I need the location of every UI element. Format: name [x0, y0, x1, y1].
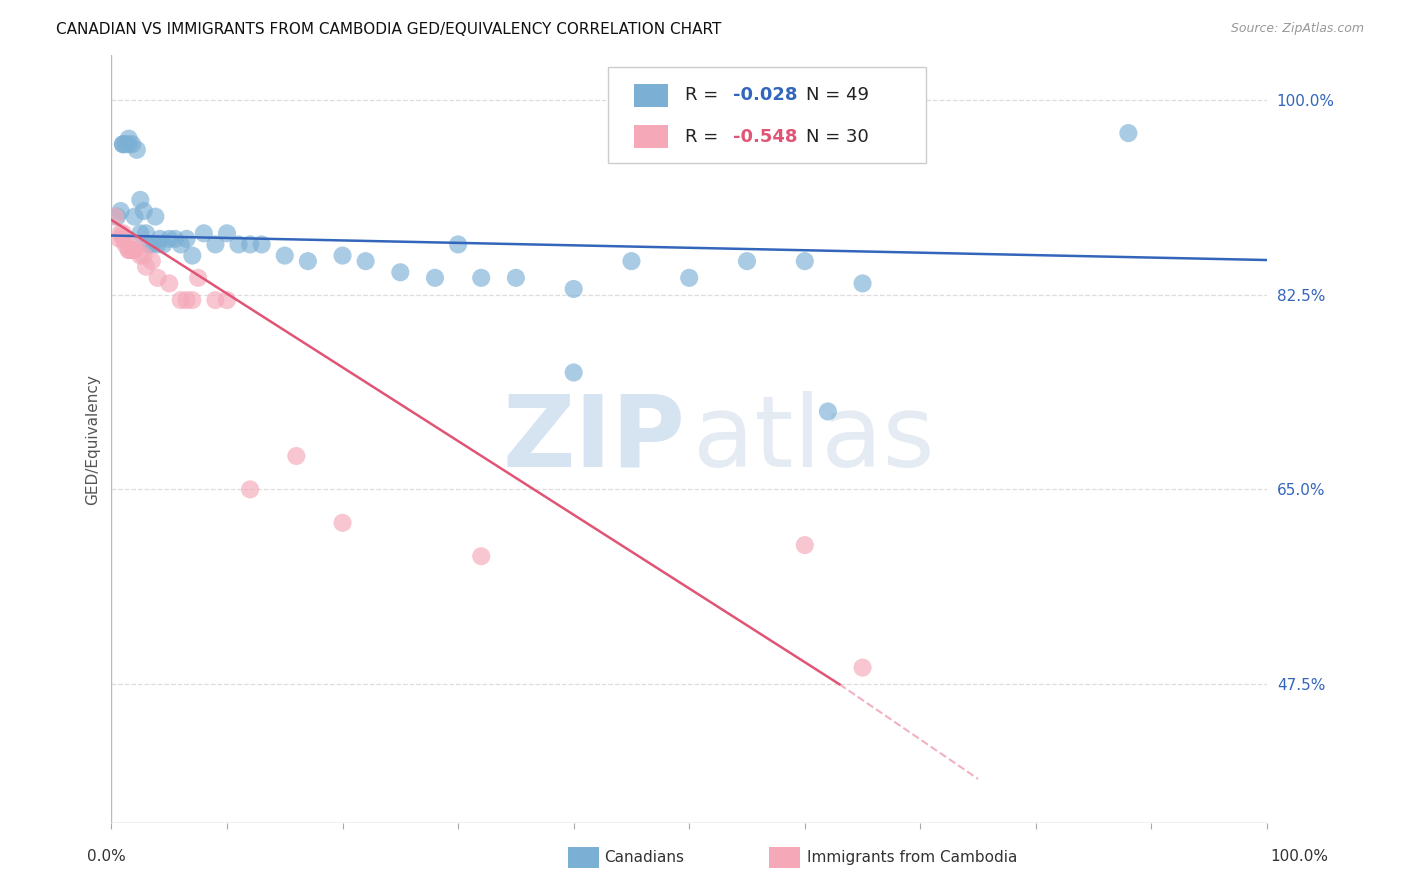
Point	[157, 277, 180, 291]
Text: Source: ZipAtlas.com: Source: ZipAtlas.com	[1230, 22, 1364, 36]
Point	[121, 137, 143, 152]
FancyBboxPatch shape	[609, 67, 927, 162]
Point	[505, 270, 527, 285]
Text: N = 30: N = 30	[806, 128, 869, 145]
Point	[121, 243, 143, 257]
Point	[132, 249, 155, 263]
Point	[250, 237, 273, 252]
Point	[562, 366, 585, 380]
Text: R =: R =	[685, 87, 724, 104]
Point	[124, 243, 146, 257]
Point	[228, 237, 250, 252]
Text: 100.0%: 100.0%	[1271, 849, 1329, 864]
Text: atlas: atlas	[693, 391, 935, 488]
Text: Canadians: Canadians	[605, 850, 685, 864]
Point	[170, 237, 193, 252]
Point	[389, 265, 412, 279]
Point	[1118, 126, 1140, 140]
Point	[149, 232, 172, 246]
Point	[146, 270, 169, 285]
Point	[129, 249, 152, 263]
Point	[332, 249, 354, 263]
Point	[124, 210, 146, 224]
Point	[620, 254, 643, 268]
Point	[297, 254, 319, 268]
Text: -0.028: -0.028	[733, 87, 797, 104]
Point	[143, 210, 166, 224]
Point	[118, 243, 141, 257]
Point	[470, 549, 492, 564]
Point	[110, 204, 132, 219]
Point	[118, 137, 141, 152]
Point	[129, 227, 152, 241]
Point	[193, 227, 215, 241]
Point	[176, 293, 198, 307]
Text: Immigrants from Cambodia: Immigrants from Cambodia	[807, 850, 1018, 864]
FancyBboxPatch shape	[634, 125, 668, 148]
Point	[141, 237, 163, 252]
Point	[470, 270, 492, 285]
Point	[181, 249, 204, 263]
Point	[332, 516, 354, 530]
Point	[105, 210, 128, 224]
Point	[125, 237, 148, 252]
Point	[104, 210, 127, 224]
Text: 0.0%: 0.0%	[87, 849, 127, 864]
Point	[170, 293, 193, 307]
Point	[121, 243, 143, 257]
Y-axis label: GED/Equivalency: GED/Equivalency	[86, 374, 100, 505]
Point	[163, 232, 186, 246]
Point	[239, 483, 262, 497]
Point	[678, 270, 700, 285]
Point	[447, 237, 470, 252]
Point	[239, 237, 262, 252]
Point	[354, 254, 377, 268]
Point	[793, 538, 815, 552]
Point	[111, 232, 134, 246]
Point	[110, 227, 132, 241]
Point	[111, 137, 134, 152]
Text: R =: R =	[685, 128, 724, 145]
Point	[135, 260, 157, 274]
Point	[114, 237, 136, 252]
Point	[423, 270, 446, 285]
Point	[851, 277, 873, 291]
Point	[735, 254, 758, 268]
Text: CANADIAN VS IMMIGRANTS FROM CAMBODIA GED/EQUIVALENCY CORRELATION CHART: CANADIAN VS IMMIGRANTS FROM CAMBODIA GED…	[56, 22, 721, 37]
Point	[111, 227, 134, 241]
Point	[285, 449, 308, 463]
Point	[187, 270, 209, 285]
Text: ZIP: ZIP	[503, 391, 686, 488]
Point	[135, 227, 157, 241]
Point	[125, 143, 148, 157]
Point	[129, 193, 152, 207]
Point	[141, 254, 163, 268]
Point	[215, 227, 238, 241]
Text: -0.548: -0.548	[733, 128, 797, 145]
Point	[176, 232, 198, 246]
Point	[157, 232, 180, 246]
Point	[152, 237, 174, 252]
Point	[204, 293, 226, 307]
Point	[114, 137, 136, 152]
Point	[146, 237, 169, 252]
Point	[132, 204, 155, 219]
Point	[274, 249, 297, 263]
Point	[181, 293, 204, 307]
Point	[215, 293, 238, 307]
Point	[851, 660, 873, 674]
Point	[204, 237, 226, 252]
Point	[138, 237, 160, 252]
Point	[118, 131, 141, 145]
Point	[562, 282, 585, 296]
Point	[793, 254, 815, 268]
Point	[108, 232, 131, 246]
Point	[111, 137, 134, 152]
Point	[118, 243, 141, 257]
FancyBboxPatch shape	[634, 84, 668, 107]
Point	[817, 404, 839, 418]
Text: N = 49: N = 49	[806, 87, 869, 104]
